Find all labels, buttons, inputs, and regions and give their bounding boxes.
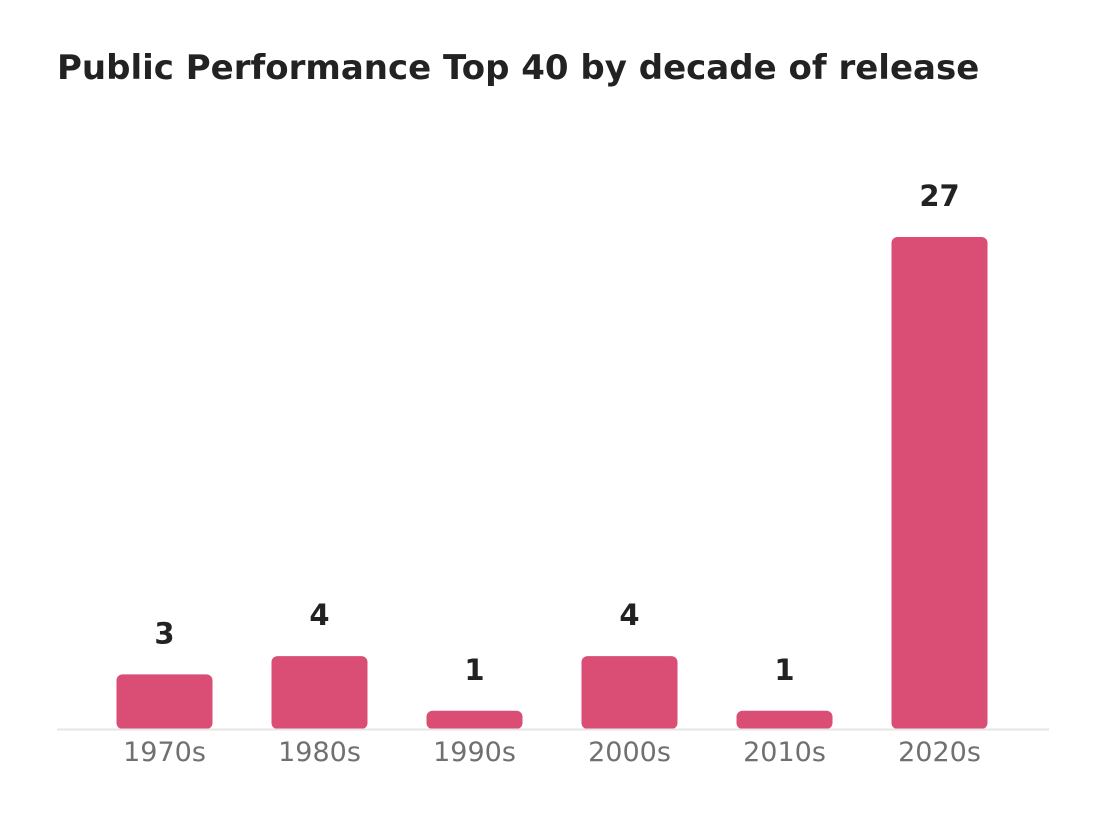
chart-title: Public Performance Top 40 by decade of r… (57, 48, 980, 88)
value-label-2010s: 1 (774, 653, 794, 687)
bar-1980s (271, 656, 368, 729)
bars-layer (116, 237, 988, 729)
value-label-1990s: 1 (464, 653, 484, 687)
bar-2010s (736, 710, 833, 729)
x-tick-label-1980s: 1980s (278, 737, 361, 768)
bar-1970s (116, 674, 213, 729)
bar-1990s (426, 710, 523, 729)
x-tick-label-2010s: 2010s (743, 737, 826, 768)
value-labels-layer: 3 4 1 4 1 27 (154, 179, 959, 687)
value-label-2020s: 27 (919, 179, 959, 213)
x-tick-label-1970s: 1970s (123, 737, 206, 768)
x-tick-label-2000s: 2000s (588, 737, 671, 768)
value-label-1970s: 3 (154, 616, 174, 650)
bar-2000s (581, 656, 678, 729)
x-tick-label-2020s: 2020s (898, 737, 981, 768)
x-tick-label-1990s: 1990s (433, 737, 516, 768)
value-label-1980s: 4 (309, 598, 329, 632)
bar-2020s (891, 237, 988, 729)
value-label-2000s: 4 (619, 598, 639, 632)
x-tick-labels-layer: 1970s 1980s 1990s 2000s 2010s 2020s (123, 737, 981, 768)
